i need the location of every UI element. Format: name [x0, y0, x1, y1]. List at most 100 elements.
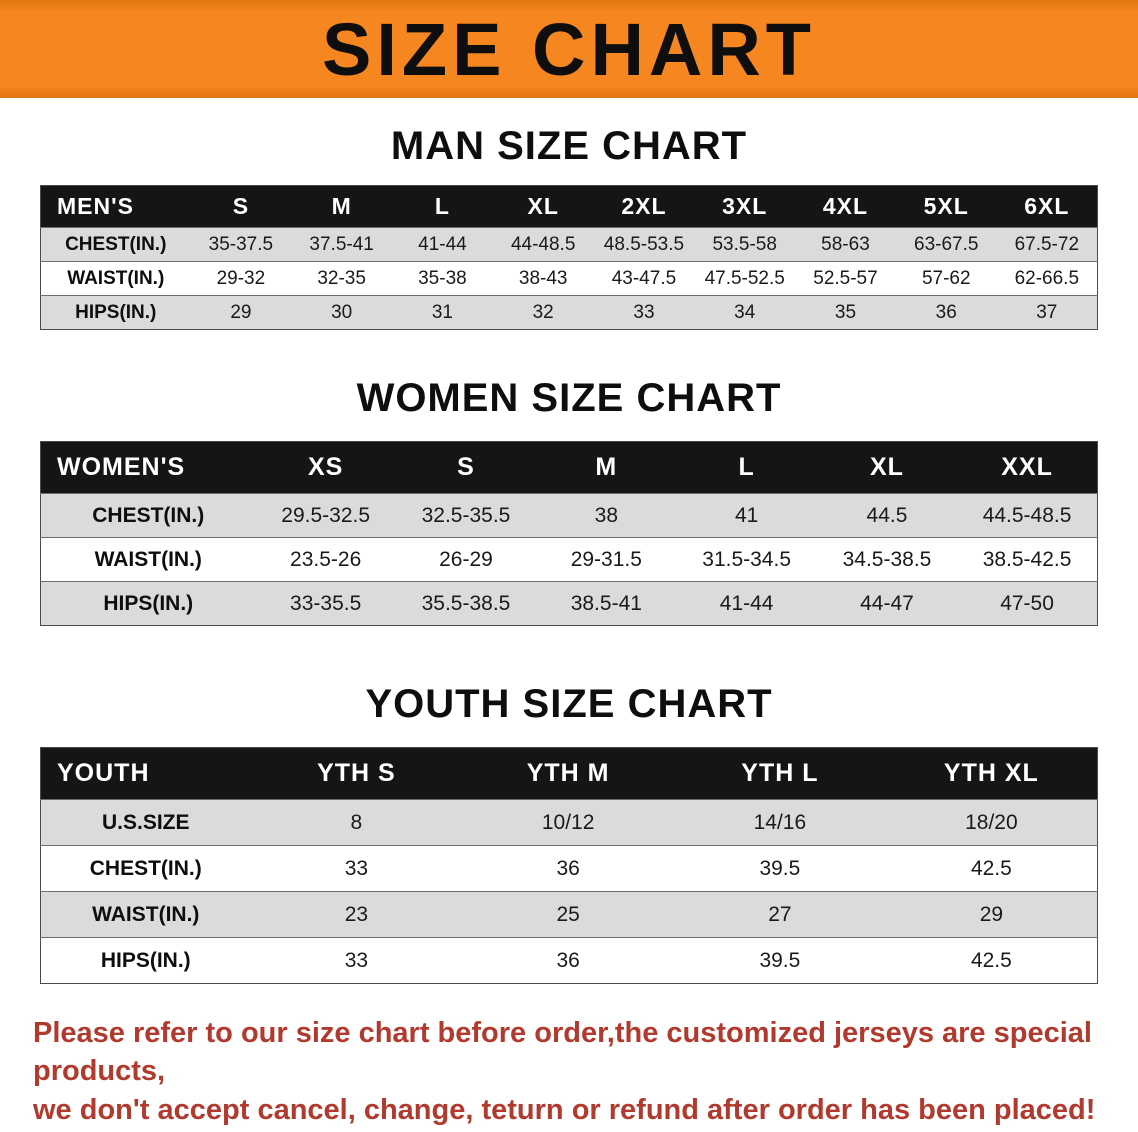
size-value: 47.5-52.5: [694, 261, 796, 296]
size-value: 25: [462, 891, 674, 938]
size-value: 29-31.5: [536, 537, 677, 582]
size-column-header: L: [392, 185, 493, 228]
size-value: 31: [392, 295, 493, 330]
size-value: 35: [795, 295, 896, 330]
size-value: 36: [895, 295, 997, 330]
size-value: 29: [885, 891, 1098, 938]
size-value: 44.5: [816, 493, 958, 538]
size-column-header: 5XL: [895, 185, 997, 228]
size-value: 27: [674, 891, 886, 938]
size-column-header: 3XL: [694, 185, 796, 228]
size-value: 29: [190, 295, 292, 330]
table-row: U.S.SIZE 8 10/12 14/16 18/20: [40, 799, 1098, 846]
banner: SIZE CHART: [0, 0, 1138, 98]
table-row: WAIST(IN.) 23.5-26 26-29 29-31.5 31.5-34.5 34…: [40, 537, 1098, 582]
table-row: CHEST(IN.) 33 36 39.5 42.5: [40, 845, 1098, 892]
size-value: 38: [536, 493, 677, 538]
section-men: MAN SIZE CHART MEN'S S M L XL 2XL 3XL 4XL 5XL 6XL C…: [0, 98, 1138, 330]
women-size-table: WOMEN'S XS S M L XL XXL CHEST(IN.) 29.5-32.5 32.5…: [40, 441, 1098, 626]
page-title: SIZE CHART: [322, 7, 816, 91]
youth-size-table: YOUTH YTH S YTH M YTH L YTH XL U.S.SIZE 8 10/12…: [40, 747, 1098, 984]
row-label: WAIST(IN.): [40, 537, 256, 582]
table-row: CHEST(IN.) 29.5-32.5 32.5-35.5 38 41 44.5 44.5…: [40, 493, 1098, 538]
size-value: 38-43: [492, 261, 594, 296]
size-value: 33: [250, 937, 463, 984]
size-value: 14/16: [674, 799, 886, 846]
size-value: 23: [250, 891, 463, 938]
size-value: 32.5-35.5: [395, 493, 537, 538]
size-value: 31.5-34.5: [676, 537, 817, 582]
table-row: HIPS(IN.) 29 30 31 32 33 34 35 36 37: [40, 295, 1098, 330]
table-title-cell: YOUTH: [40, 747, 251, 800]
size-value: 37.5-41: [291, 227, 393, 262]
section-women: WOMEN SIZE CHART WOMEN'S XS S M L XL XXL CHEST(I…: [0, 330, 1138, 626]
size-value: 29-32: [190, 261, 292, 296]
size-value: 41: [676, 493, 817, 538]
size-value: 38.5-42.5: [957, 537, 1098, 582]
size-value: 34.5-38.5: [816, 537, 958, 582]
row-label: WAIST(IN.): [40, 261, 191, 296]
size-value: 29.5-32.5: [255, 493, 396, 538]
size-column-header: YTH M: [462, 747, 674, 800]
size-value: 34: [694, 295, 796, 330]
order-notice: Please refer to our size chart before or…: [33, 1014, 1105, 1129]
size-value: 57-62: [895, 261, 997, 296]
size-value: 36: [462, 845, 674, 892]
size-column-header: M: [291, 185, 393, 228]
size-value: 67.5-72: [996, 227, 1098, 262]
table-row: WAIST(IN.) 23 25 27 29: [40, 891, 1098, 938]
size-value: 30: [291, 295, 393, 330]
row-label: CHEST(IN.): [40, 493, 256, 538]
size-value: 36: [462, 937, 674, 984]
row-label: HIPS(IN.): [40, 295, 191, 330]
size-value: 62-66.5: [996, 261, 1098, 296]
size-value: 44-47: [816, 581, 958, 626]
section-youth: YOUTH SIZE CHART YOUTH YTH S YTH M YTH L YTH …: [0, 626, 1138, 984]
youth-section-heading: YOUTH SIZE CHART: [365, 682, 773, 726]
size-column-header: YTH L: [674, 747, 886, 800]
size-value: 10/12: [462, 799, 674, 846]
table-title-cell: WOMEN'S: [40, 441, 256, 494]
size-column-header: YTH XL: [885, 747, 1098, 800]
size-column-header: XS: [255, 441, 396, 494]
row-label: U.S.SIZE: [40, 799, 251, 846]
size-column-header: XL: [816, 441, 958, 494]
size-value: 33: [593, 295, 695, 330]
size-column-header: S: [395, 441, 537, 494]
size-value: 33: [250, 845, 463, 892]
size-column-header: L: [676, 441, 817, 494]
notice-line-2: we don't accept cancel, change, teturn o…: [33, 1093, 1096, 1126]
size-value: 42.5: [885, 845, 1098, 892]
size-value: 35.5-38.5: [395, 581, 537, 626]
size-value: 42.5: [885, 937, 1098, 984]
size-value: 48.5-53.5: [593, 227, 695, 262]
size-value: 35-38: [392, 261, 493, 296]
size-column-header: 2XL: [593, 185, 695, 228]
size-value: 32: [492, 295, 594, 330]
table-header-row: YOUTH YTH S YTH M YTH L YTH XL: [40, 747, 1098, 800]
size-value: 39.5: [674, 937, 886, 984]
size-value: 8: [250, 799, 463, 846]
table-row: HIPS(IN.) 33-35.5 35.5-38.5 38.5-41 41-44 44-…: [40, 581, 1098, 626]
row-label: CHEST(IN.): [40, 845, 251, 892]
size-column-header: 4XL: [795, 185, 896, 228]
size-value: 43-47.5: [593, 261, 695, 296]
size-value: 58-63: [795, 227, 896, 262]
size-value: 41-44: [676, 581, 817, 626]
size-value: 53.5-58: [694, 227, 796, 262]
size-column-header: XXL: [957, 441, 1098, 494]
notice-line-1: Please refer to our size chart before or…: [33, 1017, 1092, 1088]
size-column-header: YTH S: [250, 747, 463, 800]
men-size-table: MEN'S S M L XL 2XL 3XL 4XL 5XL 6XL CHEST(IN.) 35-37…: [40, 185, 1098, 330]
size-value: 39.5: [674, 845, 886, 892]
size-column-header: XL: [492, 185, 594, 228]
size-column-header: 6XL: [996, 185, 1098, 228]
size-value: 44.5-48.5: [957, 493, 1098, 538]
size-value: 23.5-26: [255, 537, 396, 582]
row-label: WAIST(IN.): [40, 891, 251, 938]
row-label: HIPS(IN.): [40, 937, 251, 984]
table-header-row: WOMEN'S XS S M L XL XXL: [40, 441, 1098, 494]
table-title-cell: MEN'S: [40, 185, 191, 228]
size-value: 47-50: [957, 581, 1098, 626]
men-section-heading: MAN SIZE CHART: [390, 124, 748, 168]
